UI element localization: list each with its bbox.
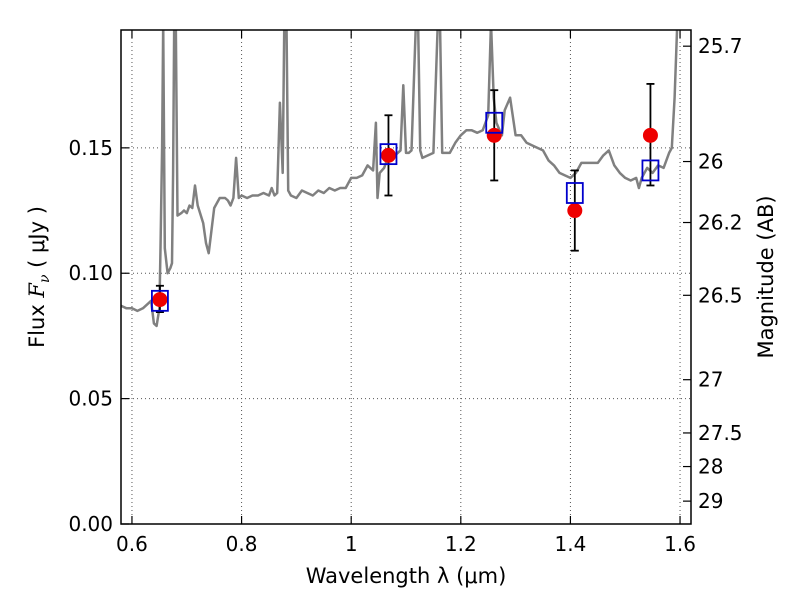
x-axis-label: Wavelength λ (μm) [306, 564, 507, 588]
y2-tick-label: 26 [698, 150, 723, 174]
model-box [485, 111, 504, 134]
y-axis-ticks: 0.00 0.05 0.10 0.15 [68, 136, 129, 536]
model-box [641, 159, 660, 182]
y2-tick-label: 28 [698, 455, 723, 479]
x-tick-label: 1.2 [445, 532, 477, 556]
observed-point [152, 292, 168, 308]
y2-tick-label: 26.2 [698, 211, 743, 235]
y-axis-label: Flux Fν ( μJy ) [25, 206, 53, 348]
plot-content [121, 30, 679, 328]
observed-point [380, 147, 396, 163]
y-axis-label-prefix: Flux [25, 298, 49, 348]
y2-tick-label: 29 [698, 489, 723, 513]
x-axis-ticks: 0.6 0.8 1 1.2 1.4 1.6 [116, 30, 696, 556]
observed-point [486, 127, 502, 143]
plot-background [121, 30, 691, 524]
model-box [379, 143, 398, 166]
x-tick-label: 1.6 [664, 532, 696, 556]
y-tick-label: 0.05 [68, 387, 113, 411]
spectrum-line [121, 30, 679, 328]
x-tick-label: 0.6 [116, 532, 148, 556]
observed-point [567, 203, 583, 219]
model-boxes [151, 111, 660, 312]
y2-tick-label: 27.5 [698, 421, 743, 445]
y2-tick-label: 25.7 [698, 34, 743, 58]
model-box [565, 182, 584, 204]
plot-frame [120, 29, 692, 525]
y2-tick-label: 26.5 [698, 283, 743, 307]
y-axis-label-symbol: F [25, 282, 49, 299]
observed-point [642, 127, 658, 143]
x-tick-label: 1 [345, 532, 358, 556]
y2-axis-label: Magnitude (AB) [754, 195, 778, 358]
y-tick-label: 0.00 [68, 512, 113, 536]
y-tick-label: 0.10 [68, 261, 113, 285]
observed-points [152, 127, 658, 308]
model-box [151, 289, 169, 312]
y-axis-label-suffix: ( μJy ) [25, 206, 49, 274]
y2-tick-label: 27 [698, 368, 723, 392]
y2-axis-ticks: 25.7 26 26.2 26.5 27 27.5 28 29 [683, 34, 743, 513]
y-tick-label: 0.15 [68, 136, 113, 160]
y-axis-label-subscript: ν [37, 274, 53, 283]
x-tick-label: 0.8 [226, 532, 258, 556]
x-tick-label: 1.4 [555, 532, 587, 556]
